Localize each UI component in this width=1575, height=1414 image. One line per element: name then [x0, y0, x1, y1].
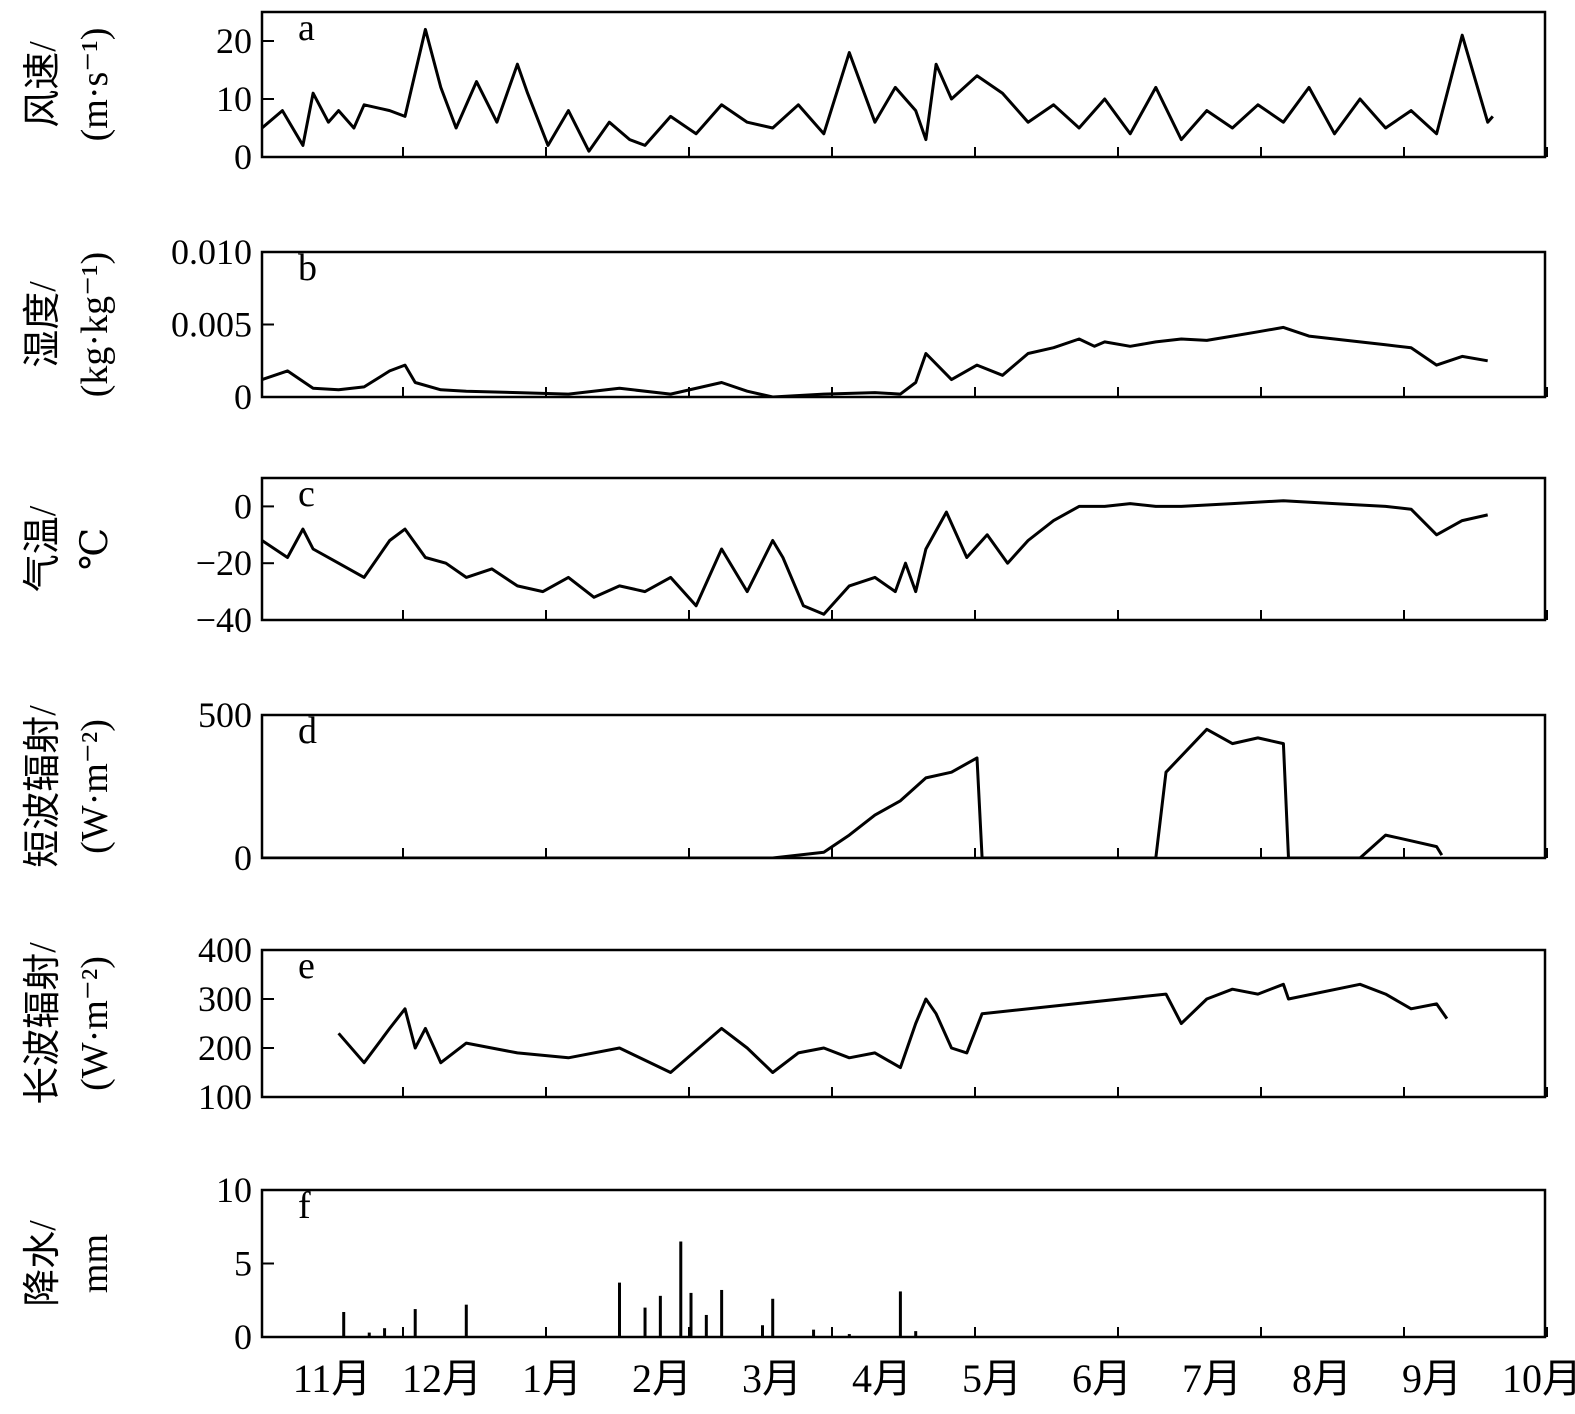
panel-label: f: [298, 1185, 311, 1227]
y-tick-label: 300: [198, 979, 252, 1019]
x-tick-label: 3月: [742, 1356, 802, 1401]
y-axis-label: (m·s⁻¹): [74, 28, 116, 142]
y-axis-label: (kg·kg⁻¹): [74, 252, 116, 397]
panel-label: e: [298, 945, 315, 987]
x-tick-label: 11月: [293, 1356, 372, 1401]
x-tick-label: 2月: [632, 1356, 692, 1401]
y-tick-label: −40: [196, 600, 252, 640]
y-tick-label: −20: [196, 543, 252, 583]
y-tick-label: 0: [234, 486, 252, 526]
x-tick-label: 6月: [1072, 1356, 1132, 1401]
y-tick-label: 100: [198, 1077, 252, 1117]
y-tick-label: 20: [216, 21, 252, 61]
y-axis-label: 气温/: [22, 505, 64, 592]
y-axis-label: 长波辐射/: [22, 942, 64, 1105]
panel-frame: [260, 1188, 1547, 1339]
panel-label: b: [298, 247, 317, 289]
panel-frame: [260, 10, 1547, 159]
y-tick-label: 10: [216, 79, 252, 119]
y-tick-label: 0: [234, 137, 252, 177]
y-tick-label: 400: [198, 930, 252, 970]
panel-label: d: [298, 710, 317, 752]
panel-b: 0 0.005 0.010 b 湿度/(kg·kg⁻¹): [22, 232, 1548, 417]
y-tick-label: 0.010: [171, 232, 252, 272]
panel-frame: [260, 948, 1547, 1099]
y-tick-label: 0.005: [171, 305, 252, 345]
y-axis-label: 风速/: [22, 41, 64, 128]
data-series-line: [262, 727, 1444, 858]
y-axis-label: 短波辐射/: [22, 705, 64, 868]
panel-frame: [260, 713, 1547, 860]
y-tick-label: 500: [198, 695, 252, 735]
panel-frame: [260, 250, 1547, 399]
y-axis-label: mm: [74, 1234, 116, 1293]
y-tick-label: 5: [234, 1244, 252, 1284]
y-axis-label: 湿度/: [22, 281, 64, 368]
panel-e: 100 200 300 400 e 长波辐射/(W·m⁻²): [22, 930, 1548, 1117]
y-axis-label: 降水/: [22, 1220, 64, 1307]
x-tick-label: 7月: [1182, 1356, 1242, 1401]
y-tick-label: 0: [234, 1317, 252, 1357]
data-series-line: [337, 982, 1449, 1074]
y-axis-label: (W·m⁻²): [74, 719, 116, 854]
x-tick-label: 4月: [852, 1356, 912, 1401]
panel-f: 0 5 10 f 降水/mm: [22, 1170, 1548, 1357]
panel-label: c: [298, 473, 315, 515]
x-tick-label: 9月: [1402, 1356, 1462, 1401]
y-tick-label: 200: [198, 1028, 252, 1068]
y-axis-label: ℃: [74, 528, 116, 571]
x-tick-label: 8月: [1292, 1356, 1352, 1401]
panel-a: 0 10 20 a 风速/(m·s⁻¹): [22, 7, 1548, 177]
x-tick-label: 10月: [1502, 1356, 1575, 1401]
panel-d: 0 500 d 短波辐射/(W·m⁻²): [22, 695, 1548, 878]
y-tick-label: 10: [216, 1170, 252, 1210]
panel-c: −40 −20 0 c 气温/℃: [22, 473, 1548, 640]
y-tick-label: 0: [234, 838, 252, 878]
panel-label: a: [298, 7, 315, 49]
panel-frame: [260, 476, 1547, 622]
data-series-line: [262, 27, 1494, 153]
data-series-line: [262, 499, 1489, 616]
x-tick-label: 12月: [402, 1356, 482, 1401]
data-series-line: [262, 325, 1488, 397]
y-tick-label: 0: [234, 377, 252, 417]
x-tick-label: 1月: [522, 1356, 582, 1401]
x-tick-label: 5月: [962, 1356, 1022, 1401]
y-axis-label: (W·m⁻²): [74, 956, 116, 1091]
